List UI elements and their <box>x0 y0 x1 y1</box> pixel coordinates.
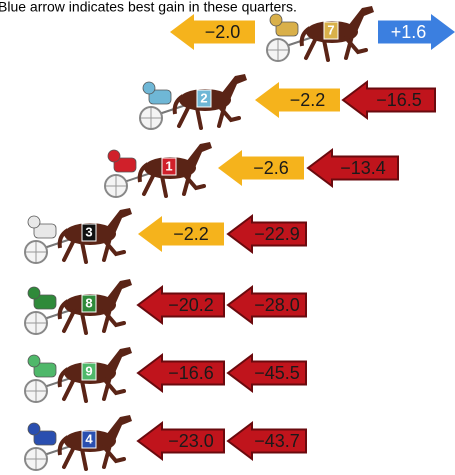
arrow-label: −16.6 <box>168 363 214 383</box>
horse-leg <box>306 38 316 58</box>
driver-helmet <box>143 82 155 94</box>
horse-neck <box>221 74 247 102</box>
horse: 8 <box>25 279 132 334</box>
horse-neck <box>186 142 212 170</box>
horse-leg <box>64 311 74 331</box>
arrow-label: −20.2 <box>168 295 214 315</box>
arrow: −2.6 <box>218 150 304 186</box>
arrow: +1.6 <box>378 14 455 50</box>
arrow: −13.4 <box>308 150 398 186</box>
arrow-label: −23.0 <box>168 431 214 451</box>
horse-number: 8 <box>85 295 92 310</box>
arrow-label: −16.5 <box>376 90 422 110</box>
horse-leg <box>324 40 328 60</box>
arrow-label: −22.9 <box>254 224 300 244</box>
arrow: −16.5 <box>343 82 435 118</box>
arrow: −20.2 <box>138 287 224 323</box>
arrow: −2.2 <box>255 82 340 118</box>
horse-leg <box>82 449 86 469</box>
horse-leg <box>64 379 74 399</box>
horse-neck <box>348 6 374 34</box>
horse-leg <box>64 447 74 467</box>
horse-number: 4 <box>85 431 93 446</box>
arrow: −2.0 <box>170 14 255 50</box>
horse: 9 <box>25 347 132 402</box>
horse: 2 <box>140 74 247 129</box>
horse-neck <box>106 347 132 375</box>
horse-leg <box>144 174 154 194</box>
horse: 4 <box>25 415 132 470</box>
arrow-label: −2.2 <box>173 224 209 244</box>
caption: Blue arrow indicates best gain in these … <box>0 0 297 15</box>
horse-leg <box>82 242 86 262</box>
arrow-label: −2.0 <box>205 22 241 42</box>
driver-helmet <box>28 216 40 228</box>
arrow-label: −45.5 <box>254 363 300 383</box>
arrow: −43.7 <box>228 423 306 459</box>
horse-leg <box>197 108 201 128</box>
arrow-label: +1.6 <box>391 22 427 42</box>
driver-helmet <box>28 423 40 435</box>
arrow-label: −43.7 <box>254 431 300 451</box>
arrow: −2.2 <box>138 216 224 252</box>
driver-helmet <box>28 287 40 299</box>
horse-number: 9 <box>85 363 92 378</box>
horse-leg <box>82 313 86 333</box>
horse-leg <box>162 176 166 196</box>
arrow: −23.0 <box>138 423 224 459</box>
arrow-label: −2.2 <box>290 90 326 110</box>
arrow-label: −13.4 <box>340 158 386 178</box>
horse-number: 3 <box>85 224 92 239</box>
horse-neck <box>106 279 132 307</box>
horse-neck <box>106 415 132 443</box>
arrow: −28.0 <box>228 287 306 323</box>
horse-leg <box>64 240 74 260</box>
horse-leg <box>179 106 189 126</box>
horse-number: 7 <box>327 22 334 37</box>
horse-number: 1 <box>165 158 172 173</box>
arrow: −45.5 <box>228 355 306 391</box>
horse-leg <box>82 381 86 401</box>
horse-neck <box>106 208 132 236</box>
arrow: −16.6 <box>138 355 224 391</box>
arrow-label: −2.6 <box>253 158 289 178</box>
driver-helmet <box>28 355 40 367</box>
race-graphic: Blue arrow indicates best gain in these … <box>0 0 455 475</box>
driver-helmet <box>108 150 120 162</box>
horse-number: 2 <box>200 90 207 105</box>
driver-helmet <box>270 14 282 26</box>
horse: 3 <box>25 208 132 263</box>
horse: 1 <box>105 142 212 197</box>
arrow-label: −28.0 <box>254 295 300 315</box>
arrow: −22.9 <box>228 216 306 252</box>
